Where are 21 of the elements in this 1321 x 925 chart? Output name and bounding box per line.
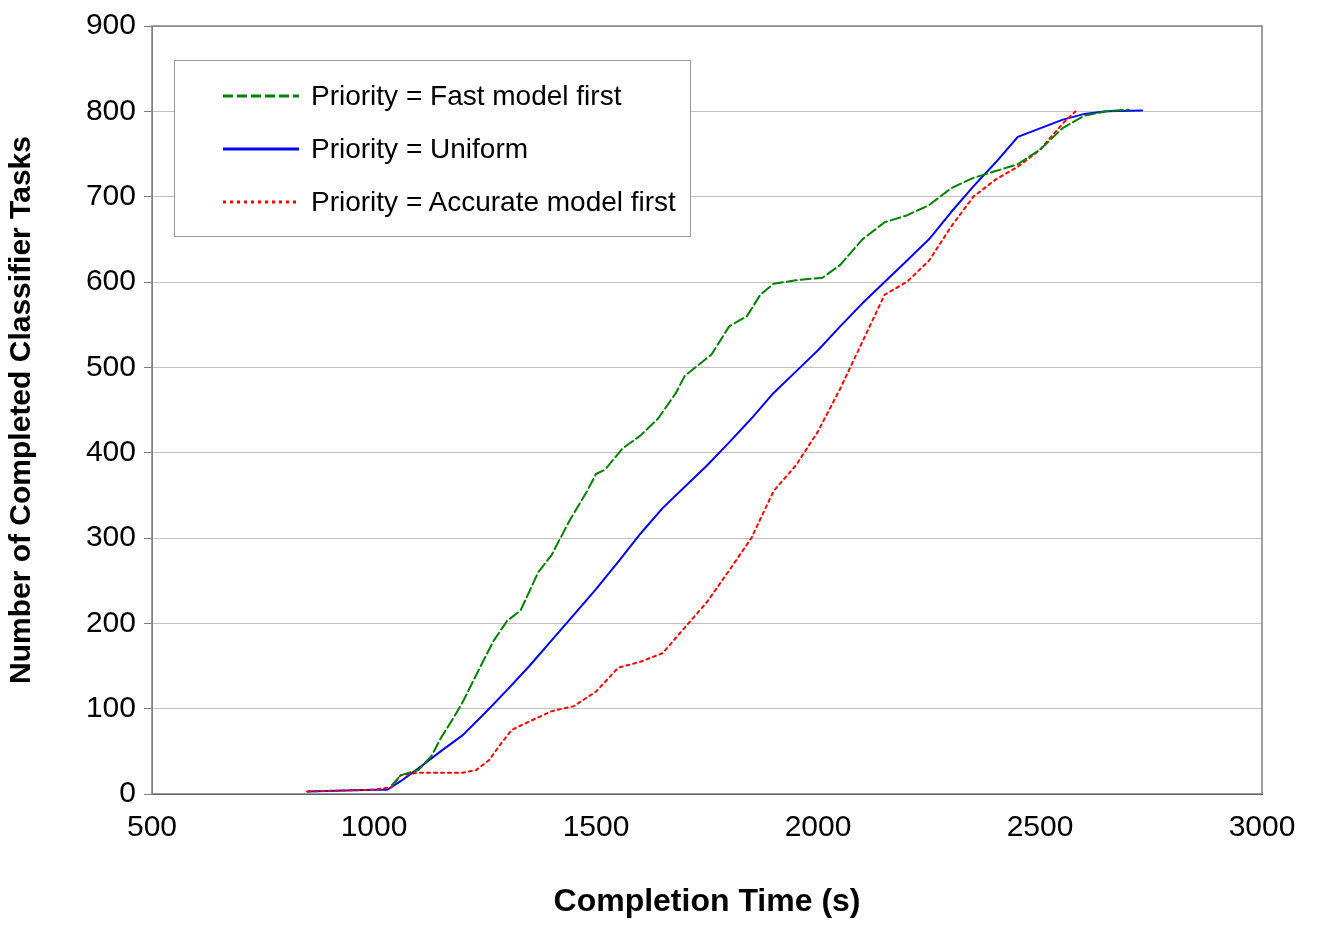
y-tick-label: 800: [85, 92, 136, 126]
y-tick-label: 700: [85, 177, 136, 211]
x-tick-label: 2000: [784, 809, 852, 843]
x-tick-label: 1500: [562, 809, 630, 843]
legend-label: Priority = Accurate model first: [311, 185, 676, 218]
y-axis-title: Number of Completed Classifier Tasks: [3, 136, 37, 684]
x-axis-title: Completion Time (s): [553, 881, 861, 918]
y-tick-label: 500: [85, 348, 136, 382]
y-tick-label: 400: [85, 433, 136, 467]
y-tick-label: 0: [119, 775, 136, 809]
x-tick-label: 3000: [1228, 809, 1296, 843]
legend-label: Priority = Fast model first: [311, 79, 622, 112]
y-tick-label: 600: [85, 263, 136, 297]
x-tick-label: 500: [126, 809, 178, 843]
y-tick-label: 300: [85, 519, 136, 553]
y-tick-label: 100: [85, 689, 136, 723]
y-tick-label: 900: [85, 7, 136, 41]
y-tick-label: 200: [85, 604, 136, 638]
x-tick-label: 1000: [340, 809, 408, 843]
legend-label: Priority = Uniform: [311, 132, 529, 165]
x-tick-label: 2500: [1006, 809, 1074, 843]
